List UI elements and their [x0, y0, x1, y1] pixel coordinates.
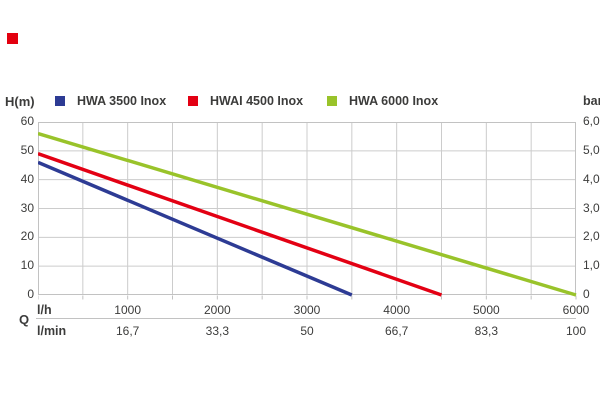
x-axis-tick-lh: 3000 — [293, 303, 321, 317]
curve-hwa-6000-inox — [38, 131, 577, 297]
y-axis-left-tick: 60 — [20, 114, 34, 128]
y-axis-right-tick: 2,0 — [583, 229, 600, 244]
legend-label-hwai-4500-inox: HWAI 4500 Inox — [210, 94, 304, 108]
y-axis-right-tick: 4,0 — [583, 171, 600, 186]
x-axis-tick-lmin: 16,7 — [115, 324, 140, 338]
legend-swatch-hwai-4500-inox — [188, 96, 198, 106]
x-axis-tick-lh: 2000 — [203, 303, 231, 317]
plot-border — [38, 122, 576, 295]
x-axis-tick-lmin: 100 — [565, 324, 587, 338]
x-axis-unit-lmin: l/min — [37, 324, 67, 338]
y-axis-left-tick: 40 — [20, 171, 34, 186]
y-axis-left-tick: 20 — [20, 229, 34, 244]
right-axis-title: bar — [583, 94, 600, 108]
y-axis-right-tick: 3,0 — [583, 200, 600, 215]
curve-hwai-4500-inox — [38, 152, 443, 297]
x-axis-tick-lmin: 83,3 — [474, 324, 498, 338]
legend-swatch-hwa-6000-inox — [327, 96, 337, 106]
y-axis-left-tick: 10 — [20, 258, 34, 273]
y-axis-right-tick: 5,0 — [583, 142, 600, 157]
y-axis-right-tick: 0 — [583, 287, 590, 301]
y-axis-left-tick: 50 — [20, 142, 34, 157]
y-axis-left-tick: 0 — [27, 287, 34, 301]
x-axis-tick-lh: 4000 — [383, 303, 410, 317]
legend-swatch-hwa-3500-inox — [55, 96, 65, 106]
x-axis-tick-lh: 6000 — [562, 303, 590, 317]
y-axis-right-tick: 1,0 — [583, 258, 600, 273]
x-axis-tick-lmin: 33,3 — [205, 324, 229, 338]
legend-label-hwa-3500-inox: HWA 3500 Inox — [77, 94, 167, 108]
x-axis-unit-lh: l/h — [37, 303, 52, 317]
left-axis-title: H(m) — [5, 94, 35, 109]
legend-item-hwa-3500-inox: HWA 3500 Inox — [55, 95, 166, 107]
curve-hwa-3500-inox — [38, 160, 353, 297]
legend-item-hwai-4500-inox: HWAI 4500 Inox — [188, 95, 303, 107]
legend-item-hwa-6000-inox: HWA 6000 Inox — [327, 95, 438, 107]
axis-separator-line — [36, 318, 576, 319]
y-axis-left-tick: 30 — [20, 200, 34, 215]
brand-logo-red-square — [7, 33, 18, 44]
y-axis-right-tick: 6,0 — [583, 114, 600, 128]
x-axis-tick-lh: 1000 — [114, 303, 141, 317]
x-axis-tick-lh: 5000 — [472, 303, 500, 317]
x-axis-tick-lmin: 66,7 — [384, 324, 409, 338]
legend-label-hwa-6000-inox: HWA 6000 Inox — [349, 94, 439, 108]
x-axis-tick-lmin: 50 — [300, 324, 314, 338]
plot-area — [38, 122, 577, 300]
flow-symbol: Q — [19, 312, 30, 327]
